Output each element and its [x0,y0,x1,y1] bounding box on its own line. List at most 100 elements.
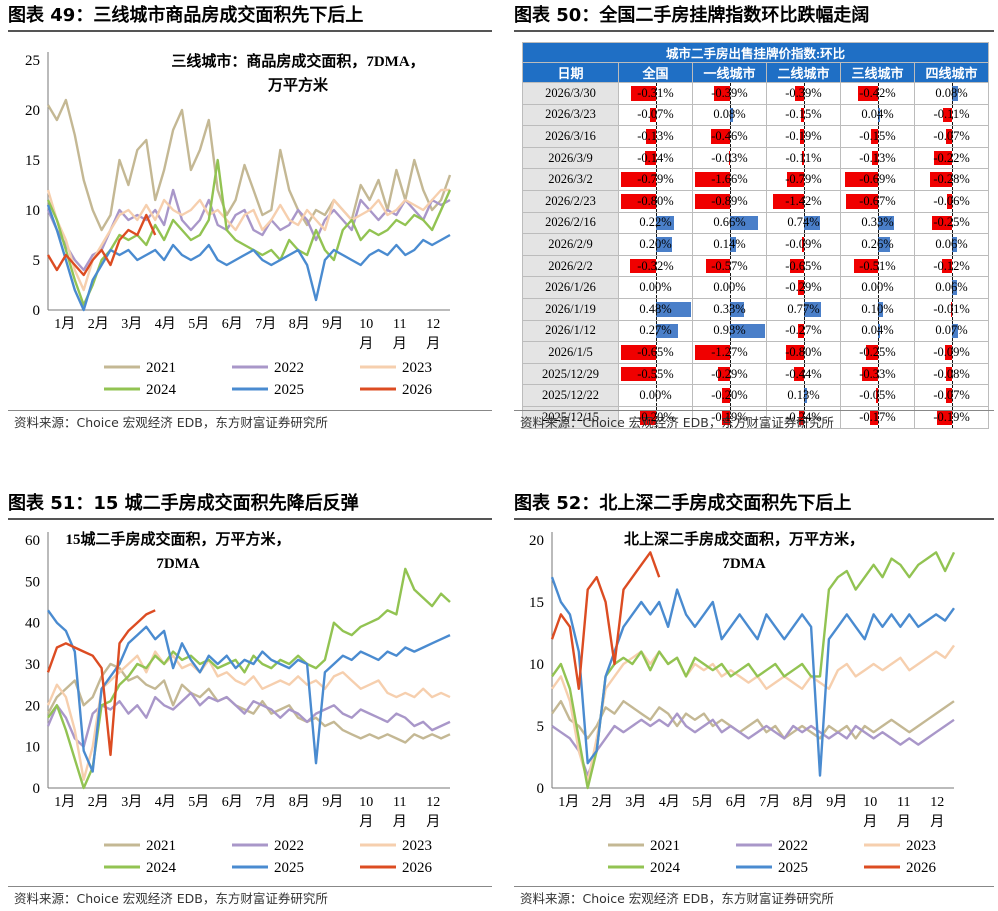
date-cell: 2026/3/2 [522,168,619,191]
series-line-2024 [46,158,452,307]
y-tick-label: 0 [33,303,41,319]
y-tick-label: 10 [25,203,40,219]
value-bar [630,258,656,274]
value-bar [929,172,952,187]
svg-text:2025: 2025 [778,860,808,876]
value-cell: -1.27% [692,341,767,364]
svg-text:2023: 2023 [402,838,432,854]
value-cell: 0.06% [913,276,990,299]
zero-line [730,83,731,104]
date-cell: 2026/3/23 [522,103,619,127]
legend-item-2021: 2021 [608,838,680,854]
x-tick-label: 2月 [592,794,613,810]
value-bar [946,388,952,403]
zero-line [952,321,953,341]
value-bar [878,237,891,252]
value-cell: 0.27% [618,319,693,343]
svg-text:2024: 2024 [146,860,177,876]
zero-line [878,407,879,428]
zero-line [878,299,879,320]
zero-line [730,169,731,190]
value-cell: -0.15% [766,103,841,127]
zero-line [804,321,805,341]
zero-line [656,83,657,104]
value-cell: -0.89% [692,189,767,213]
svg-text:2月: 2月 [88,316,109,332]
x-tick-label: 6月 [222,794,243,810]
zero-line [878,385,879,406]
zero-line [656,299,657,320]
svg-text:9月: 9月 [826,794,847,810]
value-cell: -0.28% [913,168,990,191]
table-row: 2026/2/9 0.20% 0.14% -0.09% 0.26% 0.06% [522,233,990,256]
value-cell: 0.04% [840,319,915,343]
svg-text:6月: 6月 [726,794,747,810]
chart-title-line2: 万平方米 [267,76,329,94]
value-bar [730,215,758,231]
svg-text:2025: 2025 [274,860,304,876]
x-tick-label: 2月 [88,794,109,810]
value-bar [945,366,952,382]
date-cell: 2026/3/9 [522,146,619,170]
panel-title: 图表 51：15 城二手房成交面积先降后反弹 [8,488,492,520]
zero-line [952,385,953,406]
source-divider [514,886,994,887]
value-cell: -0.42% [840,82,915,105]
x-tick-label: 6月 [726,794,747,810]
x-tick-label: 1月 [54,316,75,332]
value-cell: 0.00% [618,276,693,299]
value-bar [656,301,691,317]
listing-index-table: 城市二手房出售挂牌价指数:环比 日期 全国 一线城市 二线城市 三线城市 四线城市 2026/… [521,42,990,429]
series-line-2022 [551,712,955,777]
series-line-2025 [550,576,955,777]
zero-line [878,83,879,104]
value-cell: -0.11% [766,146,841,170]
value-cell: -0.55% [618,362,693,386]
svg-text:2023: 2023 [402,360,432,376]
zero-line [878,169,879,190]
value-cell: 0.33% [840,211,915,235]
svg-text:2024: 2024 [146,382,177,398]
zero-line [656,256,657,276]
value-cell: -0.07% [913,384,990,407]
value-bar [644,150,656,166]
value-bar [730,301,744,317]
table-row: 2026/2/2 -0.32% -0.57% -0.65% -0.51% -0.12% [522,254,990,278]
svg-text:11: 11 [897,795,910,810]
value-bar [656,323,678,339]
value-bar [650,107,656,123]
zero-line [952,213,953,233]
date-cell: 2026/2/9 [522,233,619,256]
value-bar [871,150,878,166]
zero-line [730,321,731,341]
value-bar [640,409,656,425]
value-cell: -0.80% [766,341,841,364]
zero-line [878,105,879,125]
value-cell: -0.25% [913,211,990,235]
value-bar [862,366,878,382]
svg-text:2021: 2021 [146,838,176,854]
svg-text:10: 10 [863,795,877,810]
svg-text:2月: 2月 [592,794,613,810]
value-bar [804,388,807,403]
value-bar [942,258,952,274]
value-bar [936,409,952,425]
value-cell: 0.00% [840,276,915,299]
svg-text:月: 月 [897,814,911,830]
zero-line [952,126,953,147]
x-tick-label: 3月 [121,794,142,810]
x-tick-label: 11 月 [897,795,911,830]
table-row: 2026/2/16 0.22% 0.66% 0.74% 0.33% -0.25% [522,211,990,235]
column-header: 三线城市 [840,62,915,83]
value-bar [730,107,734,123]
source-divider [8,410,492,411]
y-tick-label: 15 [529,595,544,611]
svg-text:10: 10 [359,795,373,810]
legend-item-2022: 2022 [232,360,304,376]
y-tick-label: 60 [25,533,40,549]
x-tick-label: 5月 [188,794,209,810]
value-cell: -0.15% [840,125,915,148]
value-cell: 0.08% [913,82,990,105]
zero-line [730,234,731,255]
zero-line [730,277,731,298]
